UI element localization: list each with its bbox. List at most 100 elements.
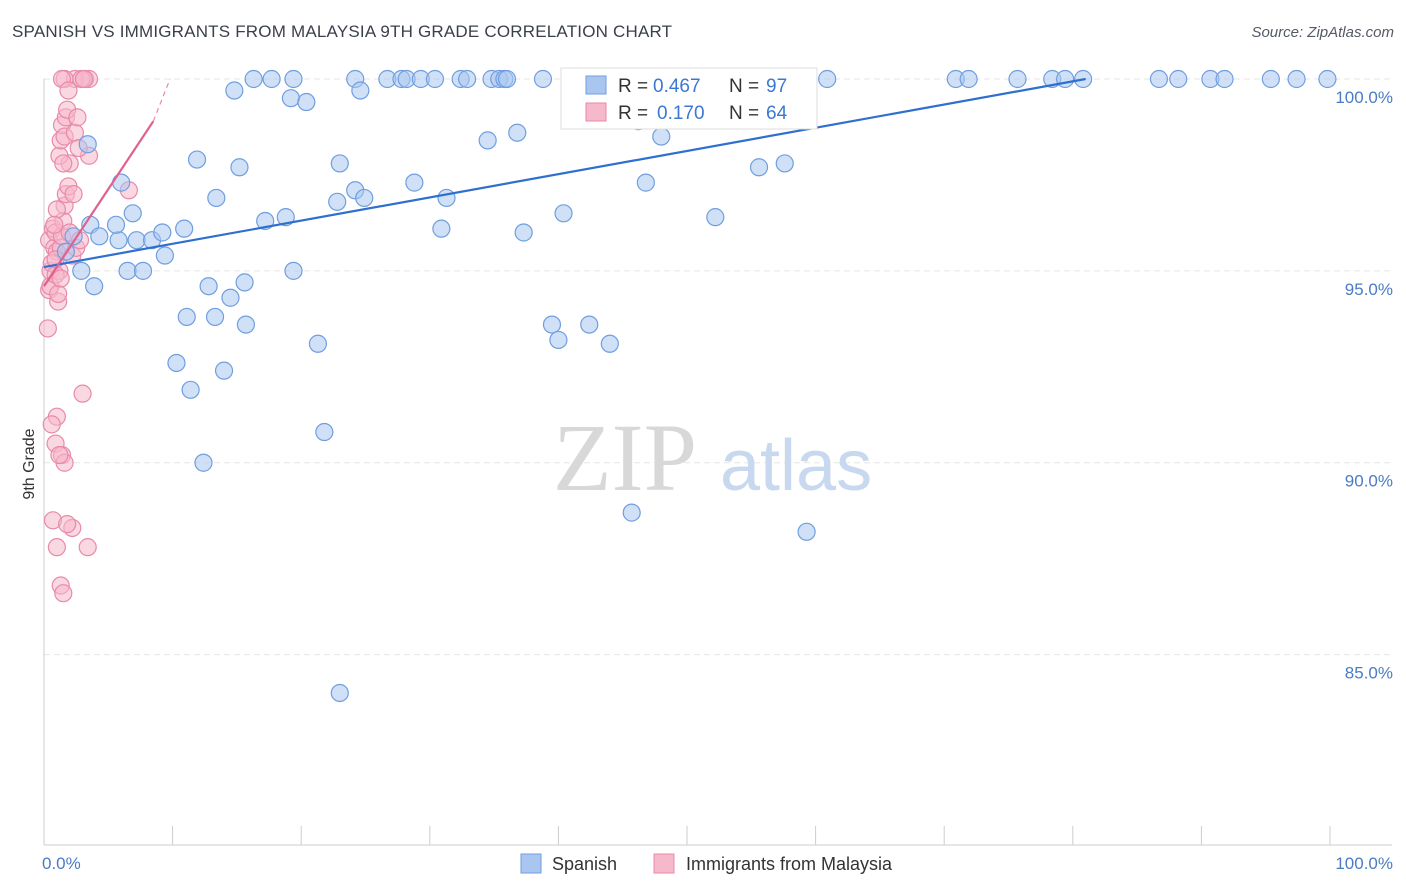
spanish-point-71 [1055,69,1075,89]
malaysia-point-62 [50,445,69,465]
spanish-point-26 [205,307,225,327]
spanish-point-8 [106,215,126,234]
y-axis-label: 9th Grade [21,428,38,499]
stats-malaysia-n-label: N = [729,103,759,124]
spanish-point-7 [85,277,104,296]
spanish-point-31 [181,380,200,399]
malaysia-point-45 [47,200,66,219]
tick-labels: 100.0% 95.0% 90.0% 85.0% 0.0% 100.0% [42,88,1393,873]
spanish-point-101 [636,173,655,192]
spanish-point-74 [1169,69,1188,89]
spanish-point-37 [225,81,244,100]
spanish-point-77 [1261,69,1280,89]
spanish-point-93 [542,315,562,334]
spanish-point-85 [405,173,424,192]
malaysia-point-44 [54,154,73,173]
spanish-point-76 [1215,69,1234,89]
y-tick-label-3: 85.0% [1345,664,1393,683]
spanish-point-38 [244,69,263,89]
spanish-point-18 [187,150,207,169]
y-tick-label-2: 90.0% [1345,472,1393,491]
malaysia-point-27 [68,108,87,127]
spanish-point-10 [123,204,142,223]
spanish-point-4 [64,227,83,246]
source-credit: Source: ZipAtlas.com [1251,24,1394,41]
spanish-point-29 [236,315,256,334]
spanish-point-11 [127,231,146,250]
spanish-point-82 [478,131,497,150]
spanish-point-20 [230,158,249,177]
stats-malaysia-r-value: 0.170 [657,103,705,124]
y-tick-label-0: 100.0% [1335,88,1393,107]
spanish-point-79 [1318,69,1337,89]
axes [43,79,1392,846]
watermark: ZIP atlas [553,404,872,511]
spanish-point-39 [262,69,281,89]
spanish-point-89 [355,188,374,208]
trend-lines [43,77,1086,287]
stats-spanish-r-value: 0.467 [653,76,701,97]
spanish-point-0 [78,135,97,154]
legend: Spanish Immigrants from Malaysia [520,853,893,874]
stats-box: R = 0.467 N = 97 R = 0.170 N = 64 [560,67,818,130]
spanish-point-28 [177,307,196,327]
spanish-point-22 [276,208,295,227]
malaysia-point-43 [59,81,78,100]
spanish-point-41 [281,89,301,108]
spanish-point-32 [214,361,234,380]
spanish-point-81 [652,127,671,146]
spanish-point-92 [432,219,451,238]
spanish-point-40 [284,69,303,89]
spanish-point-103 [775,154,794,173]
chart-title: SPANISH VS IMMIGRANTS FROM MALAYSIA 9TH … [12,22,673,41]
stats-spanish-n-value: 97 [766,76,787,97]
spanish-point-27 [221,288,240,307]
stats-malaysia-r-label: R = [618,103,648,124]
spanish-point-97 [622,503,641,522]
spanish-point-2 [90,227,109,246]
stats-spanish-r-label: R = [618,76,648,97]
malaysia-point-35 [64,185,83,204]
spanish-point-100 [706,208,725,227]
malaysia-trend-extension [152,78,171,122]
y-tick-label-1: 95.0% [1345,280,1393,299]
spanish-point-44 [351,81,370,100]
spanish-point-94 [549,330,568,350]
spanish-point-24 [199,277,218,296]
spanish-point-15 [155,246,174,265]
spanish-point-86 [508,123,527,142]
spanish-point-19 [207,188,226,208]
spanish-point-49 [425,69,445,89]
spanish-point-96 [600,334,619,353]
spanish-point-98 [797,522,816,541]
x-tick-label-1: 100.0% [1335,854,1393,873]
spanish-point-69 [1008,69,1027,89]
spanish-point-55 [497,69,517,89]
spanish-point-33 [308,334,328,353]
malaysia-point-48 [49,284,68,303]
malaysia-point-61 [42,415,61,434]
malaysia-point-46 [45,215,64,234]
malaysia-point-57 [47,538,66,557]
spanish-trend-line [43,77,1086,269]
stats-spanish-n-label: N = [729,76,759,97]
spanish-point-42 [297,92,316,112]
legend-label-malaysia: Immigrants from Malaysia [686,854,893,874]
spanish-point-34 [194,453,213,472]
spanish-point-9 [112,173,131,192]
spanish-point-90 [437,188,456,208]
stats-malaysia-n-value: 64 [766,103,788,124]
spanish-point-83 [330,154,349,173]
spanish-point-25 [235,273,254,292]
spanish-point-51 [457,69,477,89]
spanish-point-23 [284,261,303,280]
spanish-point-88 [328,192,347,211]
spanish-point-14 [133,261,153,280]
stats-swatch-spanish [585,75,607,95]
malaysia-point-42 [74,69,93,89]
spanish-point-17 [175,219,194,238]
spanish-point-30 [167,353,186,373]
spanish-point-68 [959,69,978,89]
spanish-point-73 [1149,69,1169,89]
